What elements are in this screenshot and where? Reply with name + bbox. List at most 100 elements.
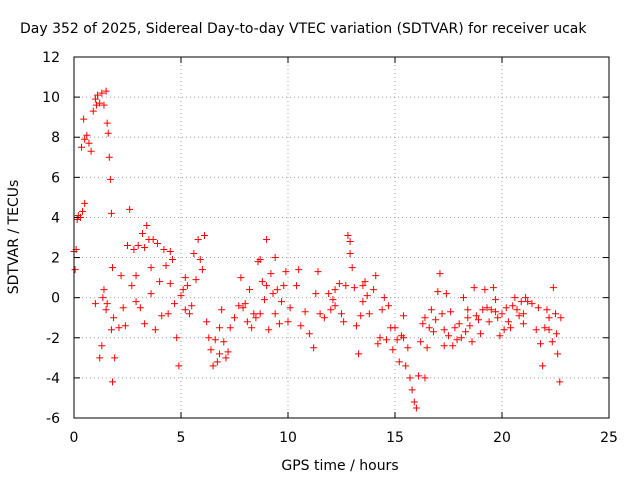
x-tick-label: 5 — [177, 430, 186, 446]
data-point — [198, 266, 206, 274]
data-point — [312, 290, 320, 298]
data-point — [378, 306, 386, 314]
data-point — [404, 344, 412, 352]
data-point — [370, 286, 378, 294]
data-point — [181, 306, 189, 314]
data-point — [271, 254, 279, 262]
data-point — [134, 242, 142, 250]
x-tick-label: 20 — [493, 430, 511, 446]
data-point — [470, 284, 478, 292]
data-point — [492, 296, 500, 304]
data-point — [222, 354, 230, 362]
data-point — [402, 362, 410, 370]
data-point — [327, 306, 335, 314]
data-point — [282, 268, 290, 276]
data-point — [143, 221, 151, 229]
data-point — [498, 310, 506, 318]
data-point — [440, 326, 448, 334]
data-point — [479, 306, 487, 314]
axes: 0 5 10 15 20 25 -6 -4 -2 0 2 4 6 8 10 12 — [42, 50, 618, 446]
data-point — [449, 342, 457, 350]
data-point — [121, 322, 129, 330]
data-point — [511, 294, 519, 302]
data-point — [203, 318, 211, 326]
data-point — [117, 272, 125, 280]
y-tick-label: 4 — [51, 210, 60, 226]
y-tick-label: 6 — [51, 170, 60, 186]
data-point — [275, 320, 283, 328]
data-point — [453, 336, 461, 344]
data-point — [359, 282, 367, 290]
data-point — [263, 236, 271, 244]
data-point — [71, 266, 79, 274]
data-point — [419, 320, 427, 328]
data-point — [430, 328, 438, 336]
y-tick-label: 10 — [42, 90, 60, 106]
data-point — [301, 308, 309, 316]
data-point — [331, 286, 339, 294]
data-point — [83, 131, 91, 139]
data-point — [98, 89, 106, 97]
data-point — [445, 332, 452, 340]
data-point — [141, 320, 149, 328]
data-point — [132, 298, 140, 306]
data-point — [548, 338, 556, 346]
data-point — [400, 312, 408, 320]
y-axis-label: SDTVAR / TECUs — [6, 180, 22, 295]
x-tick-label: 15 — [386, 430, 404, 446]
data-point — [340, 318, 348, 326]
data-point — [80, 115, 88, 123]
data-point — [549, 284, 557, 292]
data-point — [502, 304, 510, 312]
data-point — [243, 318, 251, 326]
data-point — [350, 284, 358, 292]
data-point — [115, 324, 123, 332]
data-point — [412, 404, 420, 412]
data-point — [528, 300, 536, 308]
data-point — [376, 334, 384, 342]
data-point — [248, 324, 256, 332]
data-point — [166, 248, 174, 256]
data-point — [258, 278, 266, 286]
data-point — [104, 129, 112, 137]
data-point — [207, 346, 215, 354]
data-point — [177, 292, 185, 300]
y-tick-label: -2 — [46, 331, 60, 347]
data-point — [410, 398, 418, 406]
data-point — [138, 229, 146, 237]
data-point — [263, 282, 271, 290]
data-point — [310, 344, 318, 352]
data-point — [346, 238, 354, 246]
data-point — [147, 290, 155, 298]
data-point — [487, 306, 495, 314]
data-point — [87, 147, 95, 155]
data-point — [245, 286, 253, 294]
data-point — [415, 372, 423, 380]
data-point — [102, 87, 110, 95]
data-series — [70, 87, 565, 412]
data-point — [96, 354, 104, 362]
data-point — [269, 290, 277, 298]
data-point — [477, 330, 485, 338]
data-point — [391, 324, 399, 332]
data-point — [102, 306, 110, 314]
data-point — [96, 99, 104, 107]
data-point — [168, 256, 176, 264]
y-tick-label: -6 — [46, 411, 60, 427]
data-point — [267, 270, 275, 278]
data-point — [231, 314, 238, 322]
data-point — [325, 290, 333, 298]
data-point — [457, 334, 465, 342]
data-point — [98, 342, 106, 350]
data-point — [481, 286, 489, 294]
data-point — [224, 348, 232, 356]
data-point — [552, 310, 559, 318]
data-point — [374, 340, 382, 348]
data-point — [284, 318, 292, 326]
data-point — [466, 322, 474, 330]
data-point — [85, 139, 93, 147]
y-tick-label: 0 — [51, 291, 60, 307]
data-point — [352, 322, 360, 330]
data-point — [541, 324, 549, 332]
data-point — [320, 314, 328, 322]
